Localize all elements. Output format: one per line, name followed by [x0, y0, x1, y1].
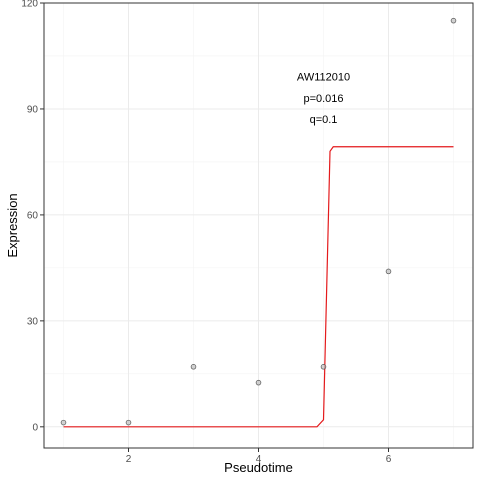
y-axis-title: Expression [5, 193, 20, 257]
x-tick-label: 4 [256, 454, 262, 465]
annotation-label: AW112010 [297, 72, 350, 84]
y-tick-label: 120 [21, 0, 38, 10]
data-point [60, 419, 67, 426]
annotations: AW112010 p=0.016 q=0.1 [297, 72, 350, 126]
fit-line [63, 146, 454, 428]
y-tick-label: 90 [27, 104, 39, 115]
fit-curve-layer [63, 146, 454, 428]
x-tick-label: 6 [386, 454, 392, 465]
y-tick-label: 0 [32, 422, 38, 433]
data-point [320, 364, 327, 370]
annotation-label: q=0.1 [310, 114, 338, 126]
data-point [255, 379, 262, 386]
annotation-label: p=0.016 [303, 93, 343, 105]
data-point [385, 268, 392, 275]
data-point [190, 364, 197, 370]
y-tick-label: 60 [27, 210, 39, 221]
y-tick-label: 30 [27, 316, 39, 327]
data-points [60, 17, 457, 426]
data-point [450, 17, 457, 24]
data-point [125, 419, 132, 426]
x-tick-label: 2 [126, 454, 132, 465]
x-axis-title: Pseudotime [224, 460, 293, 475]
